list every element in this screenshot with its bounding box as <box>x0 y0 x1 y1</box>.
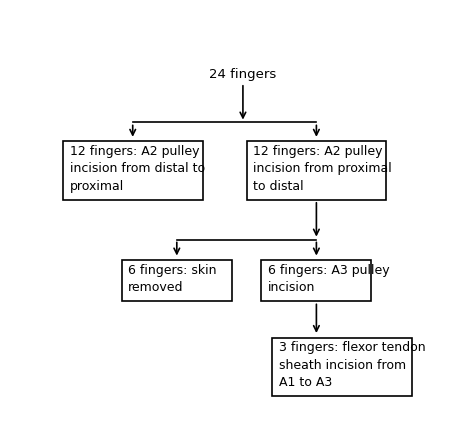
FancyBboxPatch shape <box>122 260 232 301</box>
FancyBboxPatch shape <box>246 141 386 200</box>
Text: 6 fingers: A3 pulley
incision: 6 fingers: A3 pulley incision <box>268 264 390 294</box>
Text: 12 fingers: A2 pulley
incision from distal to
proximal: 12 fingers: A2 pulley incision from dist… <box>70 145 205 193</box>
FancyBboxPatch shape <box>272 337 412 396</box>
Text: 3 fingers: flexor tendon
sheath incision from
A1 to A3: 3 fingers: flexor tendon sheath incision… <box>279 341 426 389</box>
FancyBboxPatch shape <box>63 141 202 200</box>
Text: 24 fingers: 24 fingers <box>210 68 276 81</box>
FancyBboxPatch shape <box>261 260 372 301</box>
Text: 6 fingers: skin
removed: 6 fingers: skin removed <box>128 264 217 294</box>
Text: 12 fingers: A2 pulley
incision from proximal
to distal: 12 fingers: A2 pulley incision from prox… <box>253 145 392 193</box>
